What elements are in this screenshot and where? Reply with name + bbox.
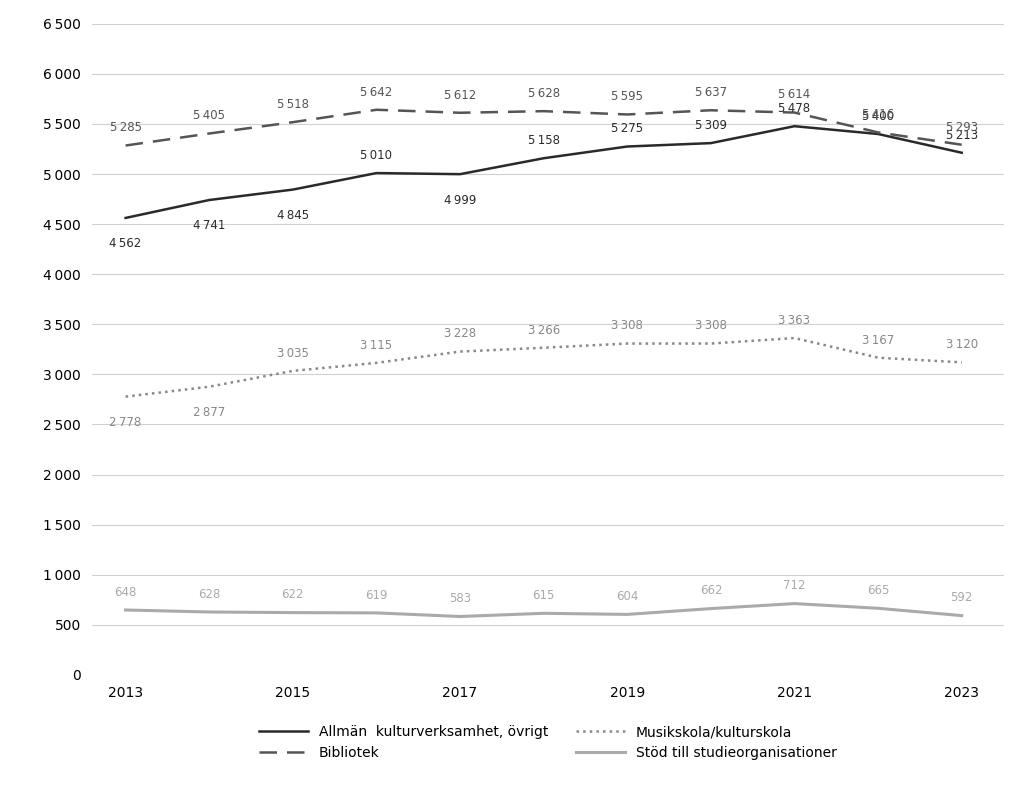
Text: 5 637: 5 637 xyxy=(695,87,727,99)
Text: 5 309: 5 309 xyxy=(695,119,727,132)
Text: 712: 712 xyxy=(783,580,806,592)
Text: 3 035: 3 035 xyxy=(276,347,309,360)
Text: 5 478: 5 478 xyxy=(778,102,811,115)
Text: 628: 628 xyxy=(198,588,220,601)
Text: 3 115: 3 115 xyxy=(360,339,392,352)
Text: 604: 604 xyxy=(616,590,638,603)
Text: 3 308: 3 308 xyxy=(611,319,643,333)
Text: 2 778: 2 778 xyxy=(110,416,141,429)
Text: 5 400: 5 400 xyxy=(862,110,894,123)
Text: 5 595: 5 595 xyxy=(611,91,643,103)
Text: 5 614: 5 614 xyxy=(778,88,811,102)
Text: 5 642: 5 642 xyxy=(360,86,392,98)
Text: 5 405: 5 405 xyxy=(194,110,225,122)
Text: 648: 648 xyxy=(115,586,137,599)
Text: 583: 583 xyxy=(449,592,471,605)
Text: 5 285: 5 285 xyxy=(110,121,141,134)
Text: 5 518: 5 518 xyxy=(276,98,309,111)
Text: 3 167: 3 167 xyxy=(862,333,894,346)
Text: 2 877: 2 877 xyxy=(194,407,225,419)
Text: 3 266: 3 266 xyxy=(527,324,560,337)
Legend: Allmän  kulturverksamhet, övrigt, Bibliotek, Musikskola/kulturskola, Stöd till s: Allmän kulturverksamhet, övrigt, Bibliot… xyxy=(254,719,842,765)
Text: 4 845: 4 845 xyxy=(276,209,309,222)
Text: 622: 622 xyxy=(282,588,304,602)
Text: 5 010: 5 010 xyxy=(360,149,392,162)
Text: 5 612: 5 612 xyxy=(444,89,476,102)
Text: 662: 662 xyxy=(699,584,722,597)
Text: 4 999: 4 999 xyxy=(443,194,476,206)
Text: 619: 619 xyxy=(366,589,388,602)
Text: 592: 592 xyxy=(950,592,973,604)
Text: 3 228: 3 228 xyxy=(444,327,476,341)
Text: 5 213: 5 213 xyxy=(945,129,978,141)
Text: 3 120: 3 120 xyxy=(945,338,978,351)
Text: 5 158: 5 158 xyxy=(527,134,560,147)
Text: 3 363: 3 363 xyxy=(778,314,810,327)
Text: 5 293: 5 293 xyxy=(945,121,978,133)
Text: 5 416: 5 416 xyxy=(862,108,894,121)
Text: 5 628: 5 628 xyxy=(527,87,560,100)
Text: 4 741: 4 741 xyxy=(194,219,225,233)
Text: 4 562: 4 562 xyxy=(110,237,141,250)
Text: 5 275: 5 275 xyxy=(611,122,643,136)
Text: 665: 665 xyxy=(867,584,889,597)
Text: 615: 615 xyxy=(532,589,555,602)
Text: 3 308: 3 308 xyxy=(695,319,727,333)
